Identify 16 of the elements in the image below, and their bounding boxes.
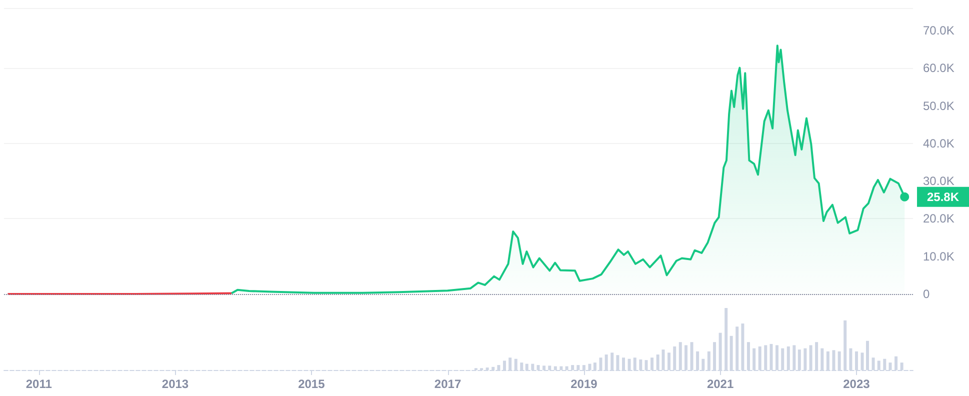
x-tick-label: 2021 xyxy=(706,377,734,391)
y-tick-label: 10.0K xyxy=(923,249,954,264)
x-tick-label: 2023 xyxy=(843,377,870,391)
x-tick-label: 2011 xyxy=(26,377,52,391)
y-tick-label: 20.0K xyxy=(923,212,954,226)
y-tick-label: 40.0K xyxy=(923,136,954,150)
y-tick-label: 0 xyxy=(923,287,930,301)
x-tick-label: 2013 xyxy=(162,377,189,391)
x-tick-label: 2017 xyxy=(434,377,462,391)
annotation: 25.8K xyxy=(926,190,960,204)
x-tick-label: 2019 xyxy=(570,377,598,391)
y-tick-label: 50.0K xyxy=(923,98,954,113)
x-tick-label: 2015 xyxy=(298,377,326,391)
y-tick-label: 60.0K xyxy=(923,61,954,76)
y-tick-label: 70.0K xyxy=(923,24,954,38)
y-tick-label: 30.0K xyxy=(923,174,954,188)
